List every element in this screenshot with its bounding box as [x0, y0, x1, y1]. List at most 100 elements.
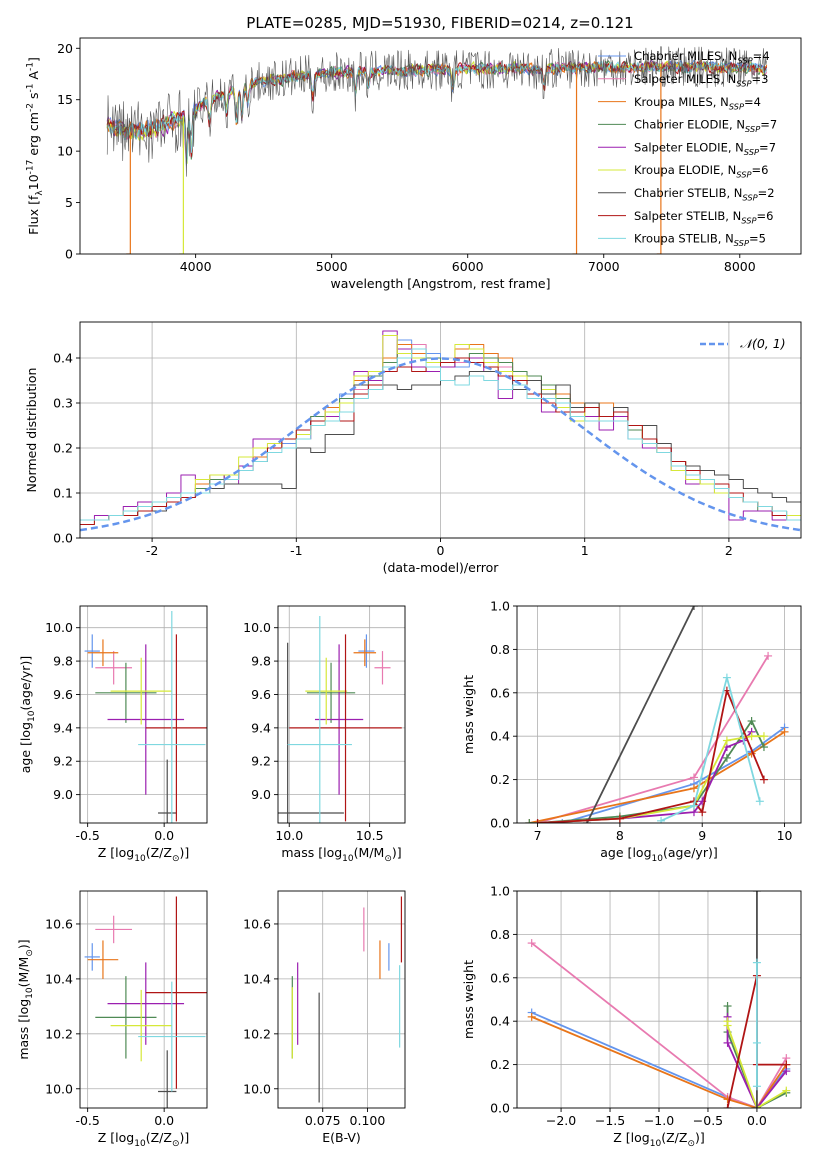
- weight-line: [537, 731, 753, 823]
- x-tick-label: −1.0: [644, 1113, 674, 1128]
- x-tick-label: 4000: [180, 259, 212, 274]
- x-tick-label: -0.5: [75, 1113, 99, 1128]
- spectrum-panel-plot-area: [106, 46, 768, 254]
- x-tick-label: −2.0: [546, 1113, 576, 1128]
- ebv-mass-panel: 0.075 0.100 10.0 10.2 10.4 10.6 E(B-V): [243, 890, 406, 1145]
- y-tick-label: 10.0: [45, 620, 73, 635]
- y-tick-label: 9.8: [251, 654, 271, 669]
- x-tick-label: 0.075: [305, 1113, 341, 1128]
- figure-title: PLATE=0285, MJD=51930, FIBERID=0214, z=0…: [246, 14, 633, 32]
- x-tick-label: 7000: [588, 259, 620, 274]
- histogram-legend: 𝒩(0, 1): [700, 336, 786, 351]
- x-tick-label: 9: [698, 828, 706, 843]
- y-tick-label: 10.0: [243, 620, 271, 635]
- x-axis-label: Z [log10(Z/Z⊙)]: [98, 845, 190, 864]
- x-axis-label: age [log10(age/yr)]: [600, 845, 717, 864]
- y-axis-label: Flux [fλ10-17 erg cm-2 s-1 A-1]: [25, 57, 44, 235]
- y-tick-label: 20: [57, 41, 73, 56]
- y-tick-label: 0.4: [490, 1014, 510, 1029]
- weight-line: [531, 942, 788, 1108]
- y-tick-label: 9.0: [53, 787, 73, 802]
- y-tick-label: 9.0: [251, 787, 271, 802]
- y-tick-label: 10.4: [45, 971, 73, 986]
- x-tick-label: 0.100: [350, 1113, 386, 1128]
- x-tick-label: 10.5: [356, 828, 384, 843]
- z-mass-panel: -0.5 0.0 10.0 10.2 10.4 10.6 Z [log10(Z/Z⊙)] ma…: [16, 890, 208, 1149]
- y-tick-label: 0.8: [490, 927, 510, 942]
- z-age-panel: -0.5 0.0 9.0 9.2 9.4 9.6 9.8 10.0 Z [log10(Z/Z⊙)…: [18, 605, 208, 864]
- x-tick-label: -2: [146, 543, 158, 558]
- x-tick-label: 0: [437, 543, 445, 558]
- weight-line: [726, 1016, 788, 1108]
- x-tick-label: 10: [777, 828, 793, 843]
- x-axis-label: Z [log10(Z/Z⊙)]: [613, 1130, 705, 1149]
- axes-frame: [277, 890, 406, 1109]
- weight-line: [531, 1016, 788, 1108]
- y-tick-label: 9.2: [53, 754, 73, 769]
- y-tick-label: 9.4: [53, 720, 73, 735]
- x-axis-label: (data-model)/error: [383, 560, 500, 575]
- legend-label: Chabrier STELIB, NSSP=2: [634, 186, 775, 202]
- legend-label: Salpeter MILES, NSSP=3: [634, 72, 768, 88]
- legend-label: Kroupa MILES, NSSP=4: [634, 95, 761, 111]
- x-axis-label: mass [log10(M/M⊙)]: [281, 845, 401, 864]
- axes-frame: [79, 37, 802, 255]
- y-tick-label: 0.0: [53, 531, 73, 546]
- x-tick-label: 0.0: [154, 1113, 174, 1128]
- legend-label: 𝒩(0, 1): [740, 336, 786, 351]
- y-tick-label: 0.2: [490, 772, 510, 787]
- axes-frame: [79, 890, 208, 1109]
- x-tick-label: 6000: [452, 259, 484, 274]
- y-tick-label: 0.6: [490, 685, 510, 700]
- y-tick-label: 0.2: [490, 1057, 510, 1072]
- x-tick-label: 10.0: [275, 828, 303, 843]
- y-tick-label: 0: [65, 247, 73, 262]
- x-tick-label: 8000: [724, 259, 756, 274]
- x-tick-label: 0.0: [154, 828, 174, 843]
- y-axis-label: mass [log10(M/M⊙)]: [16, 939, 35, 1059]
- age-weight-panel-plot-area: [525, 606, 789, 823]
- legend-label: Chabrier ELODIE, NSSP=7: [634, 118, 777, 134]
- legend-label: Salpeter STELIB, NSSP=6: [634, 209, 773, 225]
- residual-histogram-panel-plot-area: [80, 330, 801, 532]
- x-tick-label: 1: [581, 543, 589, 558]
- x-tick-label: 0.0: [747, 1113, 767, 1128]
- z-weight-panel: −2.0 −1.5 −1.0 −0.5 0.0 0.0 0.2 0.4 0.6 0.8 1.0 Z […: [461, 884, 802, 1149]
- y-tick-label: 0.2: [53, 441, 73, 456]
- y-tick-label: 10.2: [243, 1026, 271, 1041]
- weight-line: [660, 676, 761, 822]
- y-tick-label: 10.0: [45, 1081, 73, 1096]
- y-tick-label: 0.0: [490, 1101, 510, 1116]
- y-tick-label: 0.0: [490, 816, 510, 831]
- y-tick-label: 0.3: [53, 396, 73, 411]
- weight-line: [529, 726, 786, 823]
- y-axis-label: mass weight: [461, 960, 476, 1039]
- x-tick-label: 5000: [316, 259, 348, 274]
- y-tick-label: 10.6: [45, 916, 73, 931]
- y-axis-label: age [log10(age/yr)]: [18, 656, 37, 773]
- x-tick-label: −1.5: [595, 1113, 625, 1128]
- x-tick-label: 2: [725, 543, 733, 558]
- y-tick-label: 0.4: [53, 351, 73, 366]
- y-tick-label: 9.8: [53, 654, 73, 669]
- spectrum-legend: Chabrier MILES, NSSP=4 Salpeter MILES, NS…: [598, 49, 777, 248]
- y-tick-label: 0.4: [490, 729, 510, 744]
- axes-frame: [516, 605, 802, 824]
- weight-line: [537, 689, 765, 823]
- y-tick-label: 0.6: [490, 970, 510, 985]
- x-axis-label: wavelength [Angstrom, rest frame]: [330, 276, 550, 291]
- x-tick-label: −0.5: [693, 1113, 723, 1128]
- y-axis-label: mass weight: [461, 675, 476, 754]
- y-tick-label: 9.6: [53, 687, 73, 702]
- ebv-mass-panel-plot-area: [291, 896, 403, 1103]
- legend-label: Kroupa STELIB, NSSP=5: [634, 232, 766, 248]
- legend-label: Kroupa ELODIE, NSSP=6: [634, 163, 768, 179]
- mass-age-panel-plot-area: [278, 616, 402, 823]
- axes-frame: [79, 605, 208, 824]
- x-tick-label: 7: [534, 828, 542, 843]
- y-tick-label: 10.2: [45, 1026, 73, 1041]
- x-tick-label: 8: [616, 828, 624, 843]
- y-tick-label: 10: [57, 144, 73, 159]
- spectrum-panel: 4000 5000 6000 7000 8000 0 5 10 15 20 wavelength […: [25, 37, 802, 291]
